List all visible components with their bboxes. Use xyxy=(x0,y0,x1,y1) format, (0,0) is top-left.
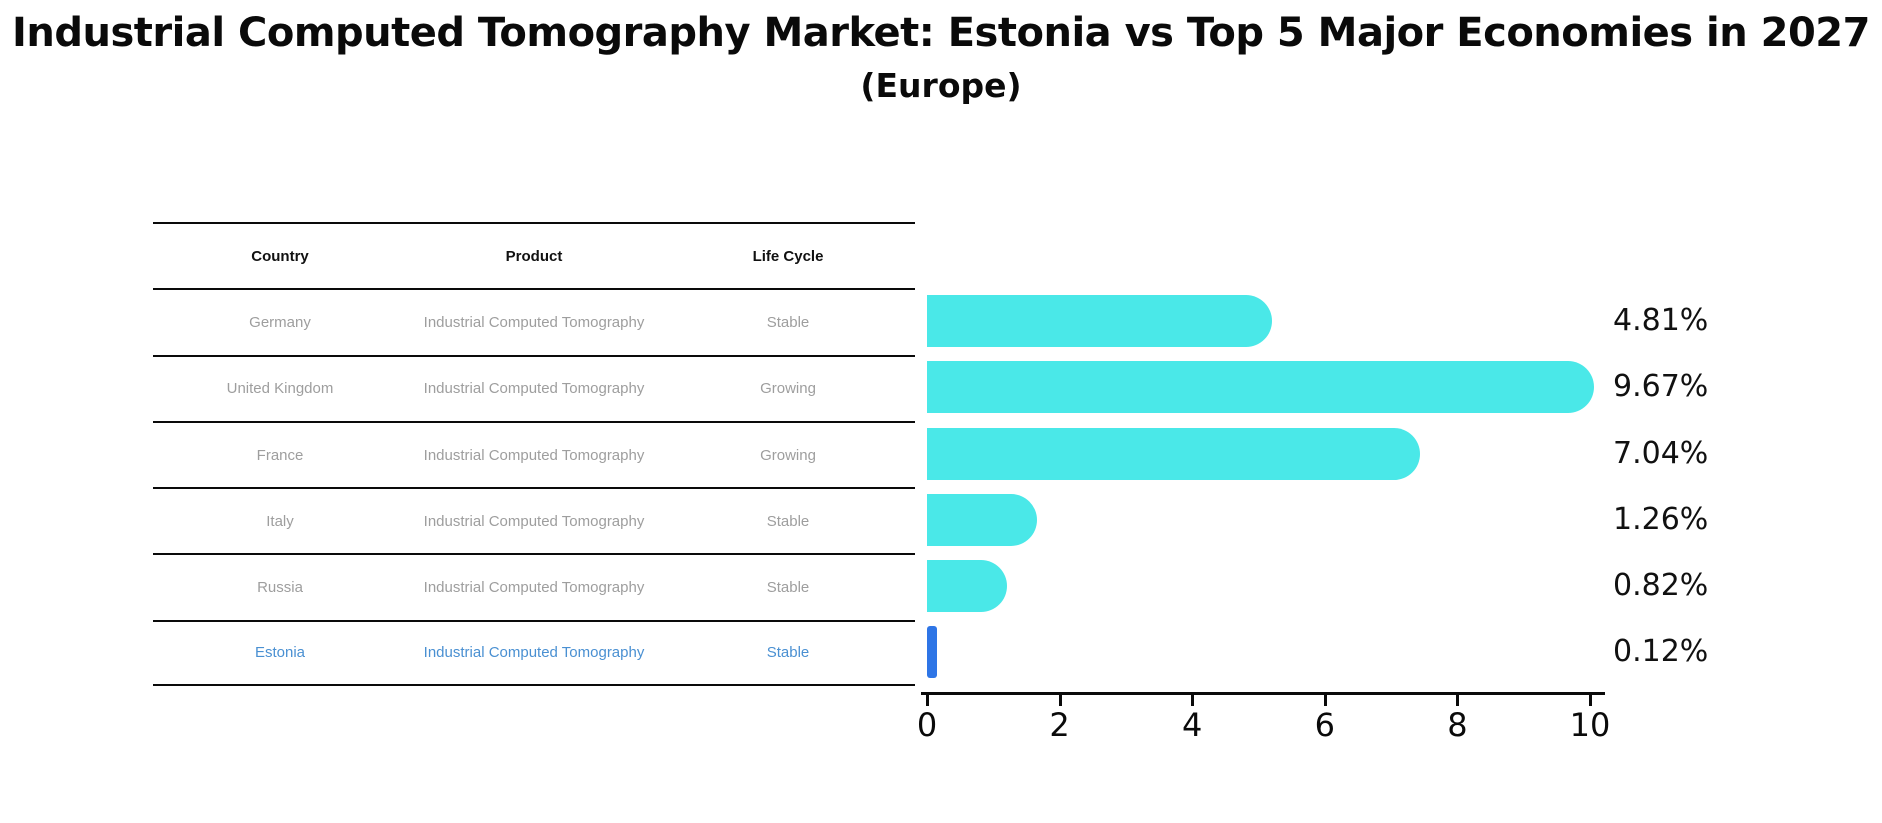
x-axis-tick-label: 4 xyxy=(1182,706,1203,744)
table-cell-product: Industrial Computed Tomography xyxy=(423,579,645,597)
country-table: Country Product Life Cycle Germany Indust… xyxy=(153,222,915,687)
x-axis-tick xyxy=(1323,694,1327,706)
bar-france xyxy=(927,427,1420,480)
table-cell-product: Industrial Computed Tomography xyxy=(423,446,645,464)
bar-row: 9.67% xyxy=(927,354,1882,420)
bar-russia xyxy=(927,560,1008,613)
table-row: Russia Industrial Computed Tomography Stab… xyxy=(153,553,915,619)
bar-estonia xyxy=(927,626,937,679)
table-header-row: Country Product Life Cycle xyxy=(153,222,915,288)
chart-title: Industrial Computed Tomography Market: E… xyxy=(12,10,1870,56)
bar-row: 7.04% xyxy=(927,421,1882,487)
table-cell-country: Germany xyxy=(249,313,311,331)
x-axis-line xyxy=(921,692,1605,695)
table-cell-country: United Kingdom xyxy=(226,380,334,398)
x-axis-tick xyxy=(1589,694,1592,706)
x-axis-tick-label: 6 xyxy=(1314,706,1335,744)
table-header-country: Country xyxy=(251,247,309,265)
table-cell-life-cycle: Growing xyxy=(760,380,816,398)
table-cell-country: France xyxy=(256,446,304,464)
bar-row: 4.81% xyxy=(927,288,1882,354)
table-header-product: Product xyxy=(505,247,563,265)
x-axis-tick xyxy=(926,694,929,706)
x-axis-tick xyxy=(1191,694,1195,706)
x-axis-tick xyxy=(1456,694,1460,706)
bar-value-label: 4.81% xyxy=(1613,303,1709,338)
table-row: United Kingdom Industrial Computed Tomogr… xyxy=(153,354,915,421)
bar-value-label: 9.67% xyxy=(1613,369,1709,405)
bar-value-label: 0.12% xyxy=(1613,634,1709,670)
bar-row: 1.26% xyxy=(927,487,1882,553)
table-cell-product: Industrial Computed Tomography xyxy=(423,313,645,331)
table-header-life-cycle: Life Cycle xyxy=(752,247,824,265)
bar-united-kingdom xyxy=(927,361,1595,414)
table-cell-product: Industrial Computed Tomography xyxy=(423,644,645,662)
bar-row: 0.82% xyxy=(927,553,1882,619)
x-axis-tick-label: 0 xyxy=(916,706,938,744)
bar-italy xyxy=(927,493,1037,546)
bar-value-label: 0.82% xyxy=(1613,568,1709,604)
x-axis-tick-label: 2 xyxy=(1049,706,1070,744)
table-cell-product: Industrial Computed Tomography xyxy=(423,380,645,398)
x-axis-tick-label: 8 xyxy=(1447,706,1468,744)
table-row: Estonia Industrial Computed Tomography Sta… xyxy=(153,619,915,687)
table-cell-country: Estonia xyxy=(254,644,306,662)
table-body: Germany Industrial Computed Tomography Sta… xyxy=(153,288,915,687)
table-cell-life-cycle: Growing xyxy=(760,446,816,464)
table-cell-life-cycle: Stable xyxy=(766,313,810,331)
bar-plot-area: 4.81% 9.67% 7.04% 1.26% 0.82% 0.12% xyxy=(927,288,1882,686)
x-axis: 0 2 4 6 8 10 xyxy=(917,692,1882,752)
table-cell-life-cycle: Stable xyxy=(766,644,810,662)
bar-germany xyxy=(927,295,1272,347)
bar-row: 0.12% xyxy=(927,619,1882,685)
table-cell-country: Russia xyxy=(257,579,303,597)
chart-subtitle: (Europe) xyxy=(860,66,1022,105)
bar-value-label: 1.26% xyxy=(1613,501,1709,537)
table-cell-product: Industrial Computed Tomography xyxy=(423,512,645,530)
table-cell-country: Italy xyxy=(266,512,294,530)
table-row: France Industrial Computed Tomography Grow… xyxy=(153,420,915,487)
table-cell-life-cycle: Stable xyxy=(766,512,810,530)
table-row: Italy Industrial Computed Tomography Stabl… xyxy=(153,487,915,553)
bar-value-label: 7.04% xyxy=(1613,435,1709,471)
table-row: Germany Industrial Computed Tomography Sta… xyxy=(153,288,915,354)
x-axis-tick xyxy=(1058,694,1062,706)
x-axis-tick-label: 10 xyxy=(1569,706,1611,744)
table-cell-life-cycle: Stable xyxy=(766,579,810,597)
